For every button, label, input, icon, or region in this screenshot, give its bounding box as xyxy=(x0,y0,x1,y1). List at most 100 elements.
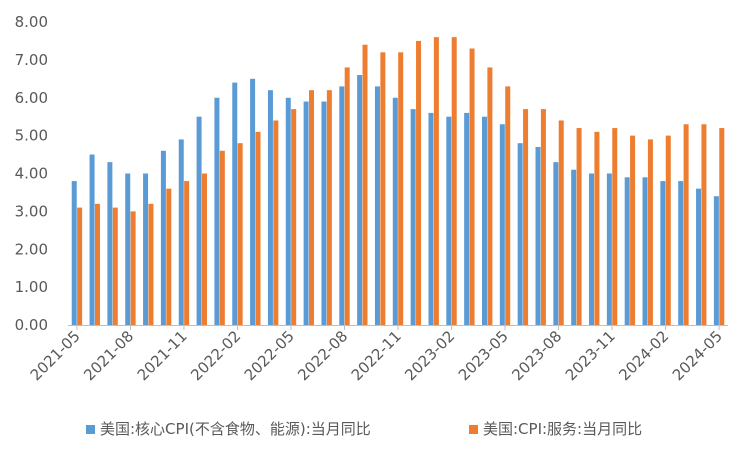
y-tick-label: 3.00 xyxy=(15,202,48,220)
bar-services-cpi xyxy=(219,150,225,325)
legend-label-core-cpi: 美国:核心CPI(不含食物、能源):当月同比 xyxy=(100,420,371,438)
bar-core-cpi xyxy=(553,162,559,325)
x-tick-label: 2022-02 xyxy=(187,327,244,384)
x-tick-label: 2023-08 xyxy=(508,327,565,384)
bar-services-cpi xyxy=(469,48,475,325)
bar-core-cpi xyxy=(624,177,630,325)
x-tick-label: 2023-11 xyxy=(562,327,619,384)
bar-core-cpi xyxy=(250,78,256,325)
bar-core-cpi xyxy=(713,196,719,325)
bar-core-cpi xyxy=(499,124,505,325)
bar-services-cpi xyxy=(540,109,546,325)
bar-core-cpi xyxy=(107,162,113,325)
x-tick-label: 2021-08 xyxy=(80,327,137,384)
bar-core-cpi xyxy=(464,112,470,326)
y-tick-label: 0.00 xyxy=(15,316,48,334)
bar-services-cpi xyxy=(112,207,118,325)
bar-services-cpi xyxy=(309,90,315,325)
bar-services-cpi xyxy=(416,40,422,325)
bar-services-cpi xyxy=(647,139,653,325)
x-tick-label: 2022-08 xyxy=(294,327,351,384)
bar-services-cpi xyxy=(273,120,279,325)
legend-label-services-cpi: 美国:CPI:服务:当月同比 xyxy=(483,420,642,438)
bar-services-cpi xyxy=(166,188,172,325)
bar-services-cpi xyxy=(719,128,725,325)
bar-services-cpi xyxy=(630,135,636,326)
bar-services-cpi xyxy=(362,44,368,325)
bar-core-cpi xyxy=(660,181,666,325)
bar-services-cpi xyxy=(237,143,243,325)
y-tick-label: 2.00 xyxy=(15,240,48,258)
bar-core-cpi xyxy=(410,109,416,325)
bar-core-cpi xyxy=(428,112,434,326)
bar-core-cpi xyxy=(232,82,238,325)
bar-services-cpi xyxy=(94,203,100,325)
bar-core-cpi xyxy=(143,173,149,325)
bar-core-cpi xyxy=(178,139,184,325)
bar-core-cpi xyxy=(535,146,541,325)
bar-core-cpi xyxy=(339,86,345,325)
bar-services-cpi xyxy=(487,67,493,325)
bar-services-cpi xyxy=(77,207,83,325)
x-tick-label: 2021-11 xyxy=(134,327,191,384)
bar-services-cpi xyxy=(594,131,600,325)
bar-services-cpi xyxy=(255,131,261,325)
y-tick-label: 5.00 xyxy=(15,127,48,145)
bar-services-cpi xyxy=(451,37,457,326)
bar-services-cpi xyxy=(344,67,350,325)
bar-core-cpi xyxy=(71,181,77,325)
bar-core-cpi xyxy=(160,150,166,325)
x-tick-label: 2022-05 xyxy=(241,327,298,384)
bar-services-cpi xyxy=(523,109,529,325)
bar-core-cpi xyxy=(446,116,452,325)
legend-swatch-services-cpi xyxy=(469,425,478,434)
bar-services-cpi xyxy=(130,211,136,326)
bar-services-cpi xyxy=(326,90,332,325)
x-tick-label: 2022-11 xyxy=(348,327,405,384)
y-tick-label: 4.00 xyxy=(15,165,48,183)
bars xyxy=(71,37,725,326)
x-tick-label: 2024-02 xyxy=(615,327,672,384)
bar-core-cpi xyxy=(196,116,202,325)
bar-core-cpi xyxy=(589,173,595,325)
bar-core-cpi xyxy=(125,173,131,325)
bar-services-cpi xyxy=(184,181,190,325)
y-tick-label: 6.00 xyxy=(15,89,48,107)
bar-services-cpi xyxy=(665,135,671,326)
x-tick-label: 2023-05 xyxy=(455,327,512,384)
bar-core-cpi xyxy=(696,188,702,325)
bar-core-cpi xyxy=(357,75,363,325)
bar-services-cpi xyxy=(701,124,707,325)
bar-core-cpi xyxy=(321,101,327,325)
bar-core-cpi xyxy=(571,169,577,325)
bar-services-cpi xyxy=(576,128,582,325)
x-axis-tick-marks xyxy=(76,325,720,330)
bar-core-cpi xyxy=(481,116,487,325)
bar-core-cpi xyxy=(303,101,309,325)
bar-core-cpi xyxy=(89,154,95,325)
bar-core-cpi xyxy=(214,97,220,325)
bar-core-cpi xyxy=(678,181,684,325)
legend: 美国:核心CPI(不含食物、能源):当月同比 美国:CPI:服务:当月同比 xyxy=(86,420,642,438)
bar-services-cpi xyxy=(398,52,404,326)
bar-core-cpi xyxy=(267,90,273,325)
bar-core-cpi xyxy=(517,143,523,325)
bar-services-cpi xyxy=(612,128,618,325)
bar-services-cpi xyxy=(380,52,386,326)
x-tick-label: 2023-02 xyxy=(401,327,458,384)
bar-services-cpi xyxy=(505,86,511,325)
y-axis-ticks: 0.00 1.00 2.00 3.00 4.00 5.00 6.00 7.00 8.00 xyxy=(15,13,48,334)
bar-core-cpi xyxy=(374,86,380,325)
y-tick-label: 8.00 xyxy=(15,13,48,31)
bar-core-cpi xyxy=(606,173,612,325)
bar-core-cpi xyxy=(392,97,398,325)
bar-services-cpi xyxy=(433,37,439,326)
x-tick-label: 2021-05 xyxy=(27,327,84,384)
bar-services-cpi xyxy=(148,203,154,325)
y-tick-label: 7.00 xyxy=(15,51,48,69)
bar-core-cpi xyxy=(642,177,648,325)
bar-services-cpi xyxy=(201,173,207,325)
bar-services-cpi xyxy=(683,124,689,325)
legend-swatch-core-cpi xyxy=(86,425,95,434)
